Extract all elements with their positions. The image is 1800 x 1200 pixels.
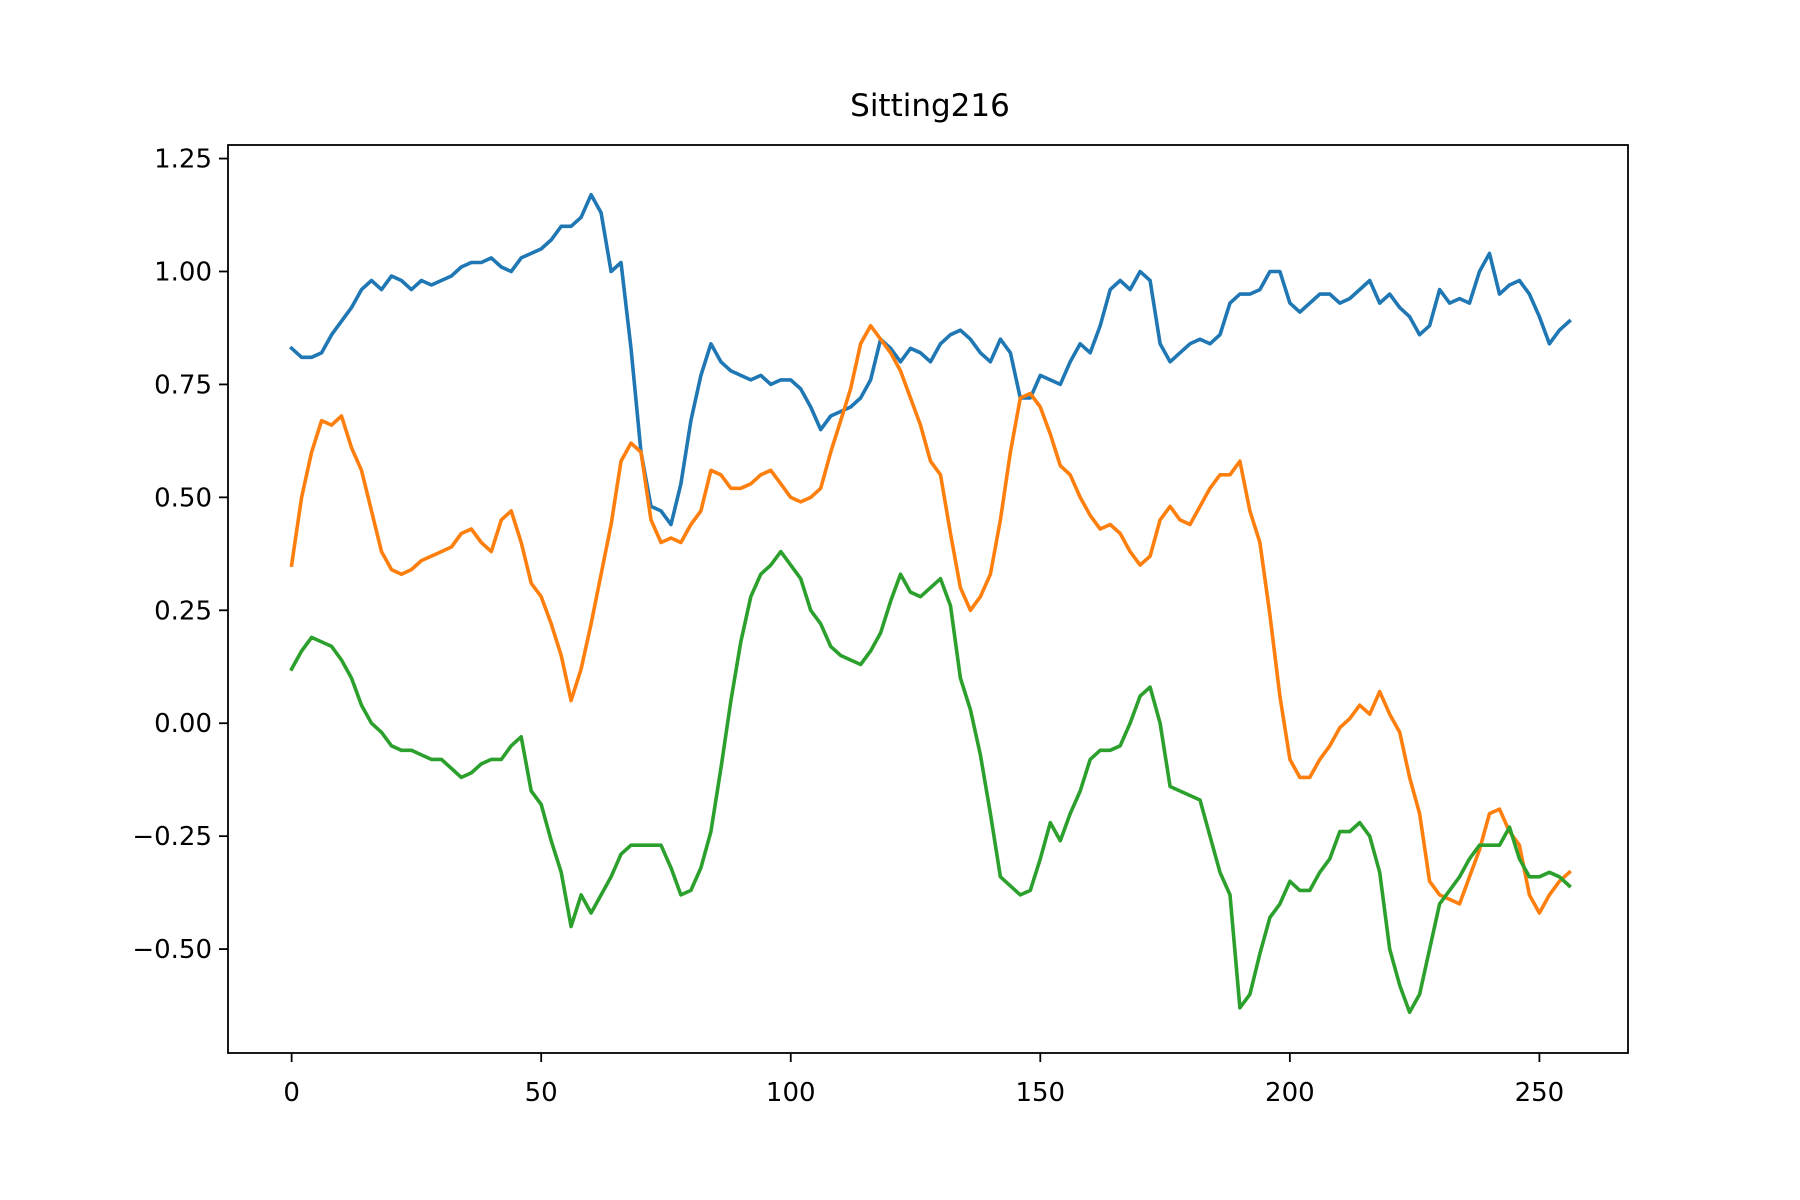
y-tick-label: 0.25: [154, 596, 212, 626]
series-layer: [289, 192, 1572, 1015]
series-line-3: [289, 549, 1572, 1015]
x-tick-label: 0: [283, 1078, 300, 1108]
y-tick-label: 0.50: [154, 483, 212, 513]
x-tick-label: 150: [1015, 1078, 1065, 1108]
y-tick-label: 1.25: [154, 145, 212, 175]
chart-title: Sitting216: [850, 88, 1010, 124]
axis-layer: 0 50 100 150 200 250 1.25 1.00 0.75 0.50 0.25 0.00 −…: [132, 145, 1564, 1108]
x-tick-label: 50: [525, 1078, 558, 1108]
y-tick-label: −0.50: [132, 935, 212, 965]
series-line-2: [289, 323, 1572, 915]
y-tick-label: −0.25: [132, 822, 212, 852]
y-tick-label: 1.00: [154, 257, 212, 287]
y-tick-label: 0.75: [154, 370, 212, 400]
x-tick-label: 200: [1265, 1078, 1315, 1108]
y-tick-label: 0.00: [154, 709, 212, 739]
x-tick-label: 250: [1515, 1078, 1565, 1108]
x-tick-label: 100: [766, 1078, 816, 1108]
plot-frame: [227, 144, 1629, 1054]
series-line-1: [289, 192, 1572, 527]
